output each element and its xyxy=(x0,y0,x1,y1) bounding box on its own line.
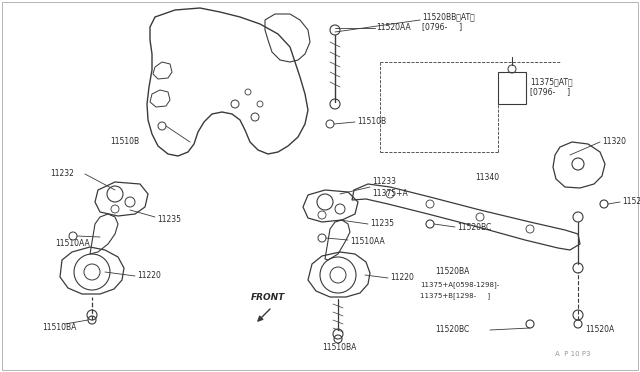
Text: 11235: 11235 xyxy=(370,219,394,228)
Text: 11510AA: 11510AA xyxy=(350,237,385,247)
Text: 11520B: 11520B xyxy=(622,198,640,206)
Text: 11233: 11233 xyxy=(372,177,396,186)
Text: 11320: 11320 xyxy=(602,138,626,147)
Text: 11220: 11220 xyxy=(390,273,414,282)
Text: 11375〈AT〉: 11375〈AT〉 xyxy=(530,77,573,87)
Text: 11510AA: 11510AA xyxy=(55,240,90,248)
Text: 11510B: 11510B xyxy=(110,138,139,147)
Text: 11520BC: 11520BC xyxy=(457,222,492,231)
Text: [0796-     ]: [0796- ] xyxy=(530,87,570,96)
Text: A  P 10 P3: A P 10 P3 xyxy=(555,351,591,357)
Text: FRONT: FRONT xyxy=(251,293,285,302)
Text: 11375+A: 11375+A xyxy=(372,189,408,199)
Text: 11520A: 11520A xyxy=(585,326,614,334)
Text: 11232: 11232 xyxy=(50,170,74,179)
Text: 11375+A[0598-1298]-: 11375+A[0598-1298]- xyxy=(420,282,499,288)
Text: 11340: 11340 xyxy=(475,173,499,182)
Text: 11220: 11220 xyxy=(137,272,161,280)
Text: 11520BA: 11520BA xyxy=(435,267,469,276)
Text: 11510BA: 11510BA xyxy=(42,323,76,331)
Text: 11520AA: 11520AA xyxy=(376,23,411,32)
Text: 11235: 11235 xyxy=(157,215,181,224)
Text: 11375+B[1298-     ]: 11375+B[1298- ] xyxy=(420,293,490,299)
Text: 11520BB〈AT〉: 11520BB〈AT〉 xyxy=(422,13,475,22)
Text: 11510B: 11510B xyxy=(357,118,386,126)
Text: 11520BC: 11520BC xyxy=(435,326,469,334)
Bar xyxy=(498,72,526,104)
Text: 11510BA: 11510BA xyxy=(322,343,356,353)
Text: [0796-     ]: [0796- ] xyxy=(422,22,462,32)
